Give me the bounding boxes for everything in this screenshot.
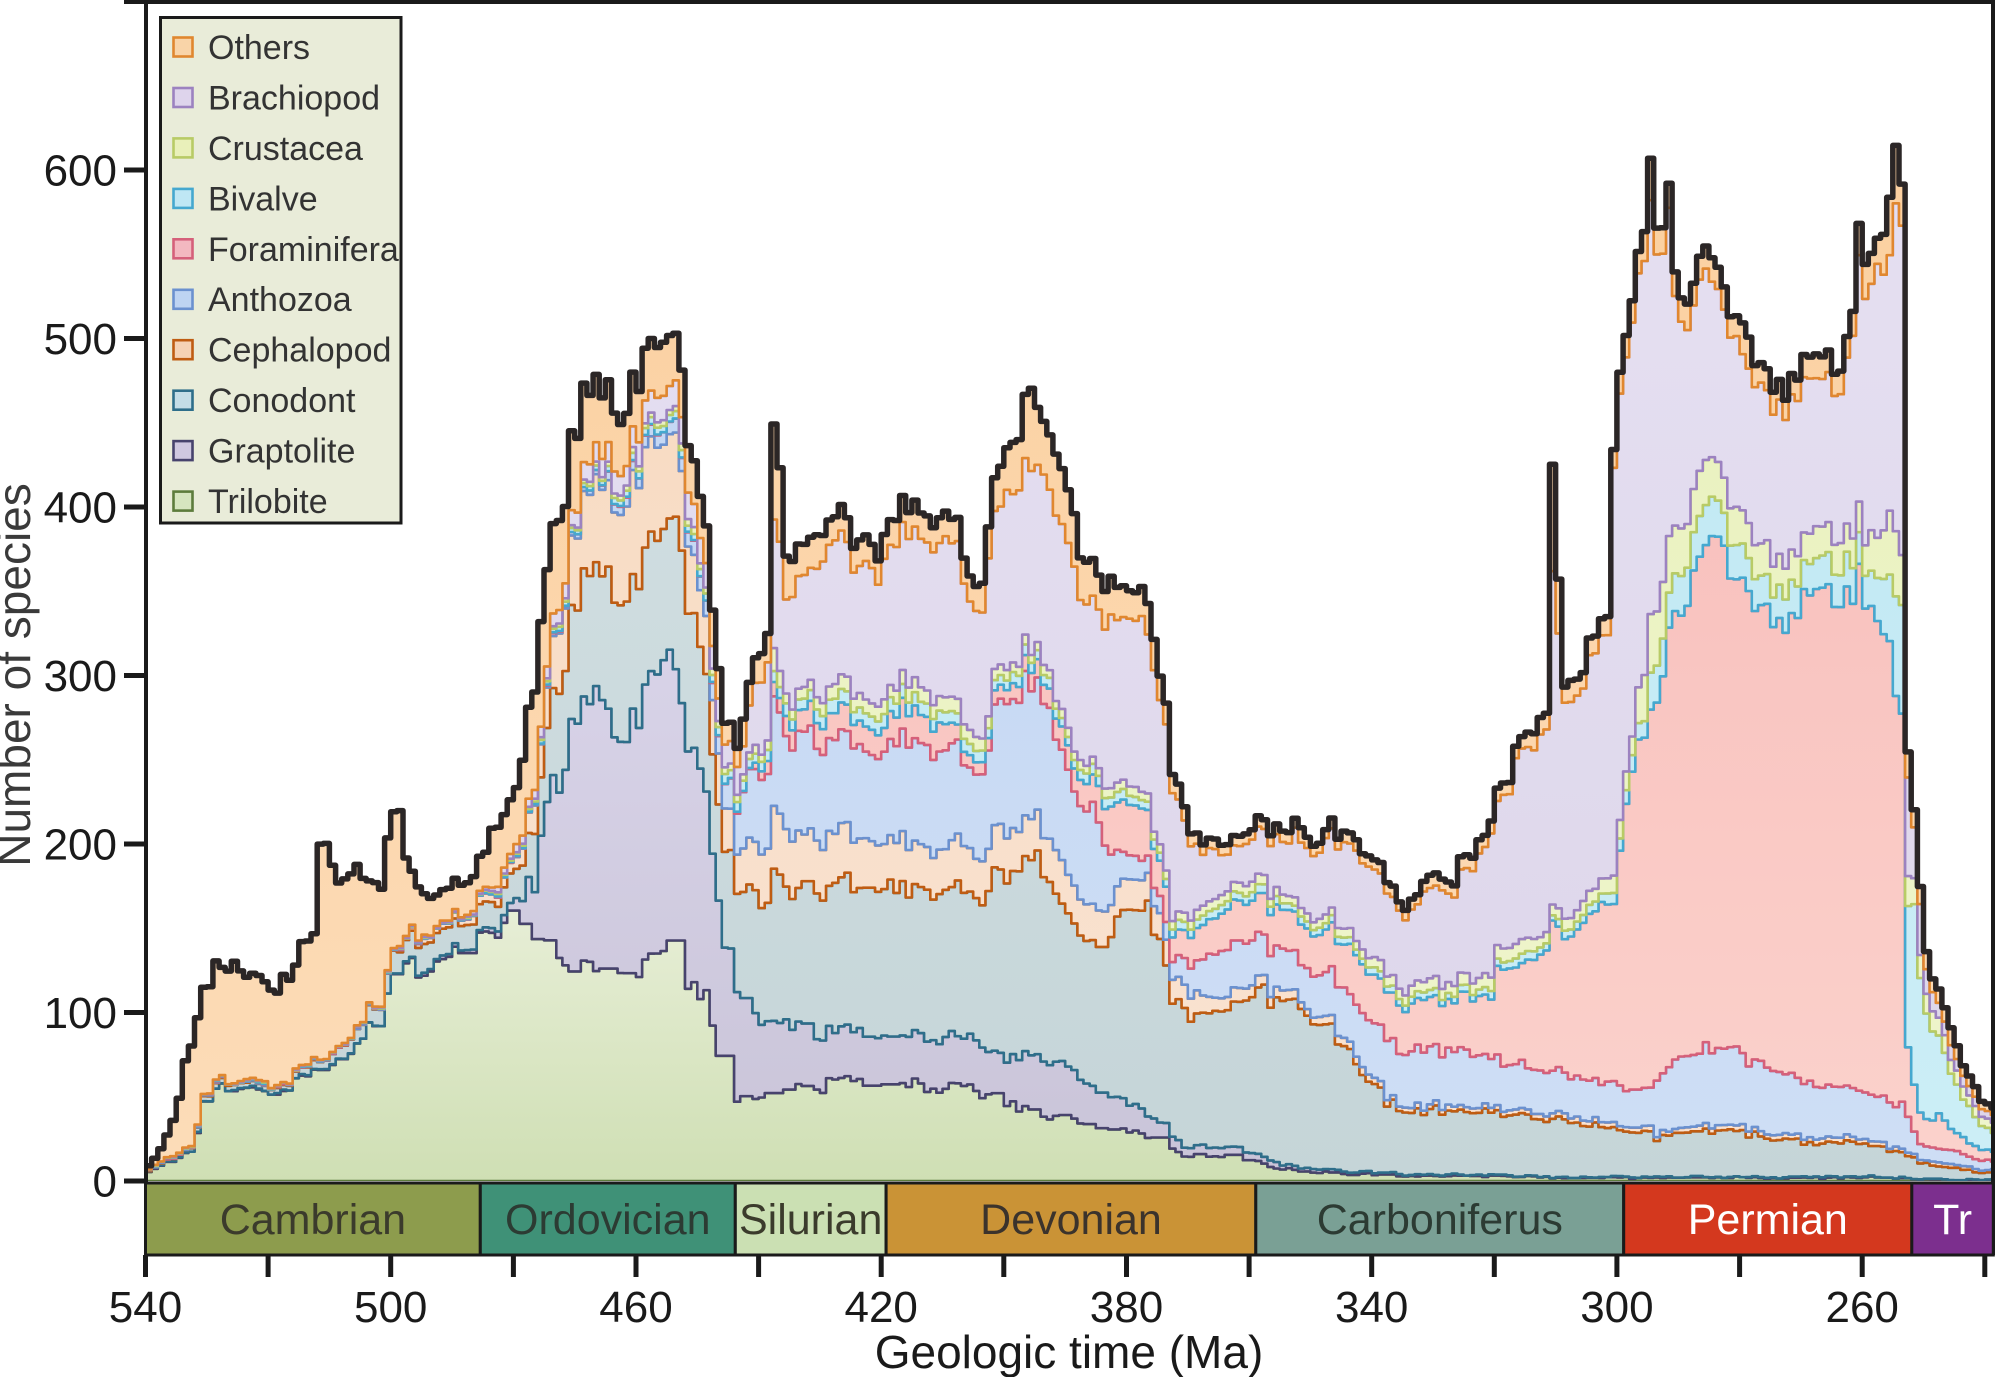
svg-text:Permian: Permian — [1688, 1196, 1848, 1244]
svg-text:300: 300 — [44, 652, 117, 701]
svg-text:Cambrian: Cambrian — [220, 1196, 406, 1244]
svg-text:100: 100 — [44, 989, 117, 1038]
svg-text:Number of species: Number of species — [0, 483, 40, 867]
svg-text:460: 460 — [599, 1283, 672, 1332]
svg-text:Ordovician: Ordovician — [505, 1196, 711, 1244]
svg-text:340: 340 — [1335, 1283, 1408, 1332]
svg-text:0: 0 — [93, 1158, 117, 1207]
svg-text:540: 540 — [109, 1283, 182, 1332]
svg-text:300: 300 — [1580, 1283, 1653, 1332]
svg-text:Crustacea: Crustacea — [208, 130, 363, 168]
svg-text:Cephalopod: Cephalopod — [208, 332, 391, 370]
svg-text:Graptolite: Graptolite — [208, 433, 355, 471]
svg-text:Silurian: Silurian — [739, 1196, 882, 1244]
svg-text:400: 400 — [44, 484, 117, 533]
svg-text:Anthozoa: Anthozoa — [208, 281, 352, 319]
svg-text:420: 420 — [844, 1283, 917, 1332]
svg-text:200: 200 — [44, 821, 117, 870]
svg-text:Devonian: Devonian — [980, 1196, 1162, 1244]
svg-text:Brachiopod: Brachiopod — [208, 80, 380, 118]
svg-text:Conodont: Conodont — [208, 382, 356, 420]
svg-text:Trilobite: Trilobite — [208, 483, 328, 521]
svg-text:Foraminifera: Foraminifera — [208, 231, 399, 269]
svg-text:Bivalve: Bivalve — [208, 180, 318, 218]
svg-text:Others: Others — [208, 29, 310, 67]
svg-text:600: 600 — [44, 147, 117, 196]
svg-text:260: 260 — [1825, 1283, 1898, 1332]
svg-text:380: 380 — [1090, 1283, 1163, 1332]
svg-text:500: 500 — [44, 315, 117, 364]
svg-text:Geologic time (Ma): Geologic time (Ma) — [875, 1326, 1264, 1377]
svg-text:500: 500 — [354, 1283, 427, 1332]
svg-text:Tr: Tr — [1933, 1196, 1972, 1244]
svg-text:Carboniferus: Carboniferus — [1317, 1196, 1563, 1244]
